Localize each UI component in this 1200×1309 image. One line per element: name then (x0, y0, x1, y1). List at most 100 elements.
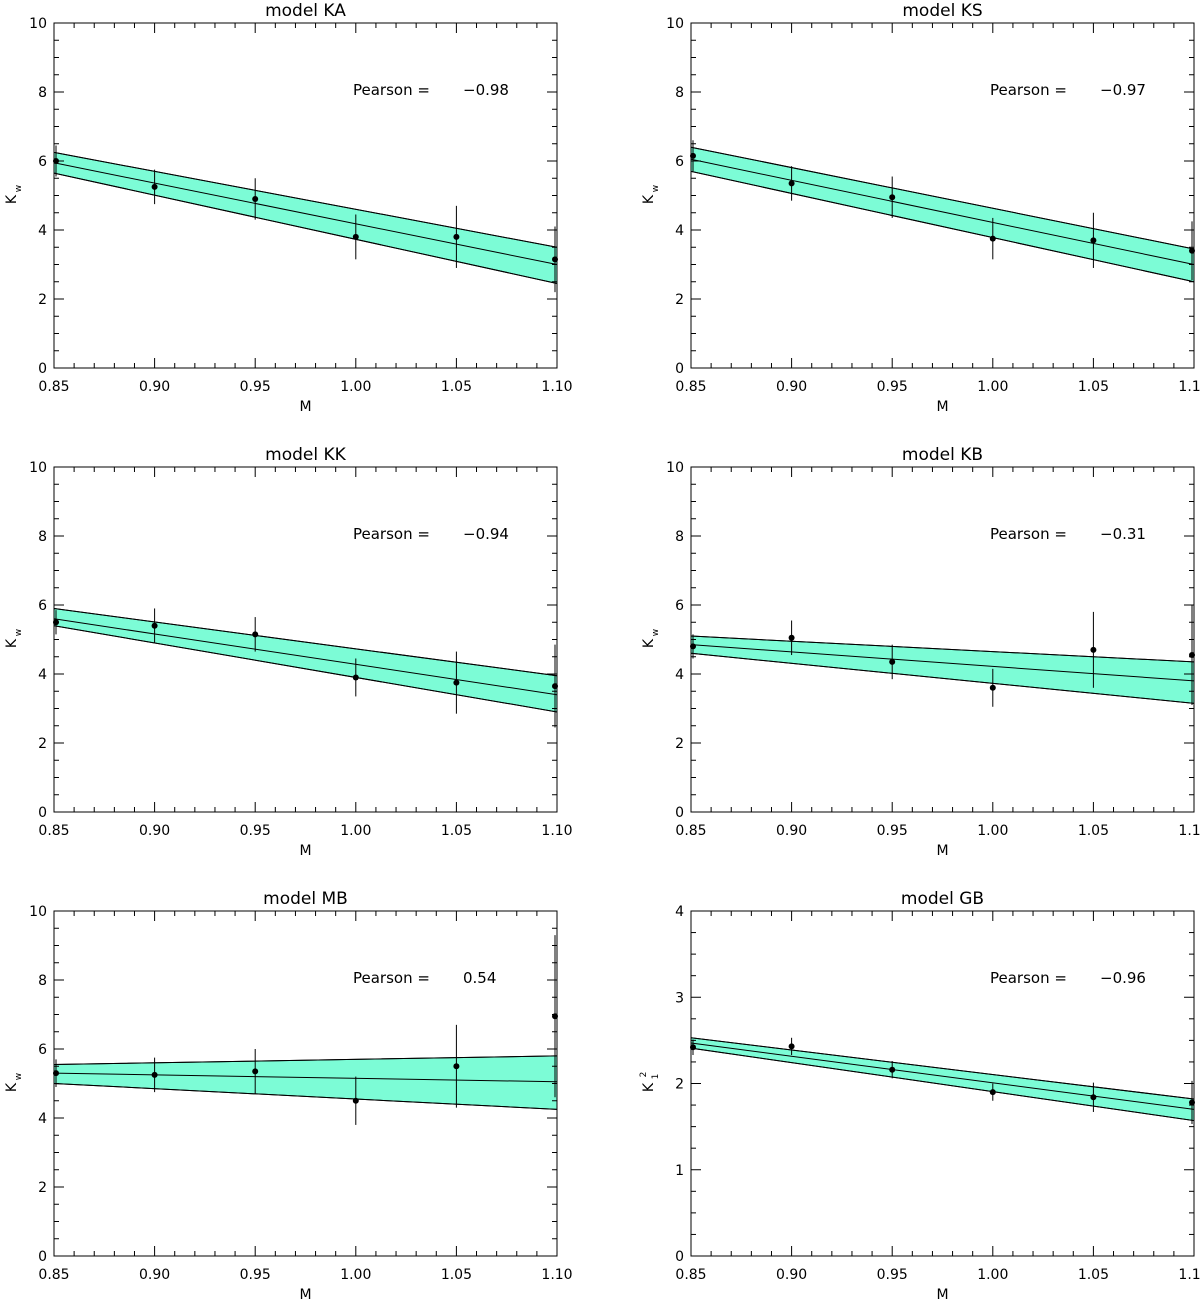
y-tick-label: 0 (675, 361, 684, 377)
y-axis-label: Kw (4, 185, 24, 204)
chart-panel-2: model KS 0.85 0.90 0.95 1.00 1.05 1.10 0 2 4 6 8 10 M… (641, 1, 1200, 415)
chart-title: model KS (902, 1, 982, 21)
pearson-value: −0.98 (463, 81, 509, 99)
y-axis-label: Kw (4, 1073, 24, 1092)
x-tick-label: 0.95 (240, 823, 271, 839)
x-tick-label: 0.95 (240, 379, 271, 395)
pearson-label: Pearson = (990, 525, 1067, 543)
chart-panel-1: model KA 0.85 0.90 0.95 1.00 1.05 1.10 0 2 4 6 8 10 M… (4, 1, 573, 415)
y-tick-label: 10 (666, 16, 684, 32)
chart-title: model KB (902, 445, 983, 465)
x-tick-label: 1.05 (1078, 1267, 1109, 1283)
x-tick-label: 0.90 (776, 1267, 807, 1283)
y-tick-label: 6 (38, 154, 47, 170)
y-axis-label-main: K (4, 638, 20, 648)
x-tick-label: 0.90 (139, 379, 170, 395)
pearson-value: −0.96 (1100, 969, 1146, 987)
y-tick-label: 8 (38, 529, 47, 545)
pearson-label: Pearson = (353, 81, 430, 99)
band-upper-edge (690, 1037, 1195, 1100)
band-upper-edge (53, 607, 558, 677)
x-tick-label: 0.85 (675, 379, 706, 395)
y-axis-label-subscript: w (14, 1073, 24, 1080)
fit-line (690, 1042, 1195, 1110)
data-point (453, 233, 460, 240)
y-tick-label: 2 (675, 292, 684, 308)
x-tick-label: 1.05 (441, 823, 472, 839)
data-point (889, 1066, 896, 1073)
x-tick-label: 0.95 (240, 1267, 271, 1283)
y-tick-label: 2 (38, 292, 47, 308)
plot-frame (53, 22, 558, 369)
x-axis-label: M (936, 1287, 948, 1303)
x-axis-label: M (299, 399, 311, 415)
y-tick-label: 2 (675, 736, 684, 752)
x-tick-label: 1.10 (1178, 1267, 1200, 1283)
data-point (352, 1097, 359, 1104)
x-tick-label: 1.00 (977, 823, 1008, 839)
y-axis-label: K 12 (639, 1072, 661, 1092)
band-lower-edge (53, 625, 558, 713)
x-tick-label: 1.10 (541, 1267, 572, 1283)
x-tick-label: 1.10 (541, 823, 572, 839)
y-axis-label-main: K (4, 194, 20, 204)
y-axis-label-main: K (4, 1082, 20, 1092)
band-lower-edge (53, 172, 558, 284)
band-upper-edge (53, 1055, 558, 1066)
data-point (151, 622, 158, 629)
y-tick-label: 6 (38, 598, 47, 614)
confidence-band (690, 1037, 1195, 1122)
y-axis-label-subscript: w (651, 629, 661, 636)
fit-line (53, 1072, 558, 1083)
x-tick-label: 0.95 (877, 1267, 908, 1283)
confidence-band (53, 607, 558, 713)
band-lower-edge (690, 1047, 1195, 1122)
fit-line (690, 644, 1195, 682)
y-axis-label: Kw (641, 185, 661, 204)
pearson-value: 0.54 (463, 969, 496, 987)
data-point (889, 658, 896, 665)
x-tick-label: 0.90 (776, 823, 807, 839)
data-point (788, 1043, 795, 1050)
y-tick-label: 0 (38, 805, 47, 821)
confidence-band (690, 635, 1195, 704)
data-point (1090, 1094, 1097, 1101)
y-tick-label: 10 (29, 460, 47, 476)
x-tick-label: 0.95 (877, 379, 908, 395)
pearson-value: −0.94 (463, 525, 509, 543)
data-point (352, 674, 359, 681)
x-tick-label: 0.85 (675, 1267, 706, 1283)
band-upper-edge (690, 146, 1195, 250)
chart-title: model MB (263, 889, 348, 909)
y-axis-label-subscript: w (651, 185, 661, 192)
y-tick-label: 4 (38, 667, 47, 683)
data-point (1090, 237, 1097, 244)
y-tick-label: 10 (666, 460, 684, 476)
y-tick-label: 8 (675, 529, 684, 545)
data-point (151, 1071, 158, 1078)
data-point (151, 183, 158, 190)
chart-title: model KK (265, 445, 346, 465)
x-tick-label: 0.95 (877, 823, 908, 839)
x-tick-label: 0.90 (139, 823, 170, 839)
x-tick-label: 1.00 (977, 1267, 1008, 1283)
pearson-value: −0.31 (1100, 525, 1146, 543)
chart-title: model KA (265, 1, 346, 21)
x-tick-label: 0.90 (139, 1267, 170, 1283)
x-tick-label: 1.10 (1178, 379, 1200, 395)
data-point (989, 235, 996, 242)
y-tick-label: 2 (675, 1077, 684, 1093)
y-tick-label: 0 (675, 1249, 684, 1265)
data-point (252, 195, 259, 202)
plot-frame (690, 22, 1195, 369)
chart-title: model GB (901, 889, 984, 909)
y-tick-label: 10 (29, 904, 47, 920)
chart-panel-6: model GB0.850.900.951.001.051.1001234MK1… (639, 889, 1200, 1303)
x-tick-label: 1.00 (340, 823, 371, 839)
y-tick-label: 0 (675, 805, 684, 821)
x-tick-label: 1.10 (1178, 823, 1200, 839)
y-tick-label: 8 (675, 85, 684, 101)
y-tick-label: 6 (675, 598, 684, 614)
chart-panel-5: model MB 0.85 0.90 0.95 1.00 1.05 1.10 0 2 4 6 8 10 M… (4, 889, 573, 1303)
data-point (1090, 646, 1097, 653)
